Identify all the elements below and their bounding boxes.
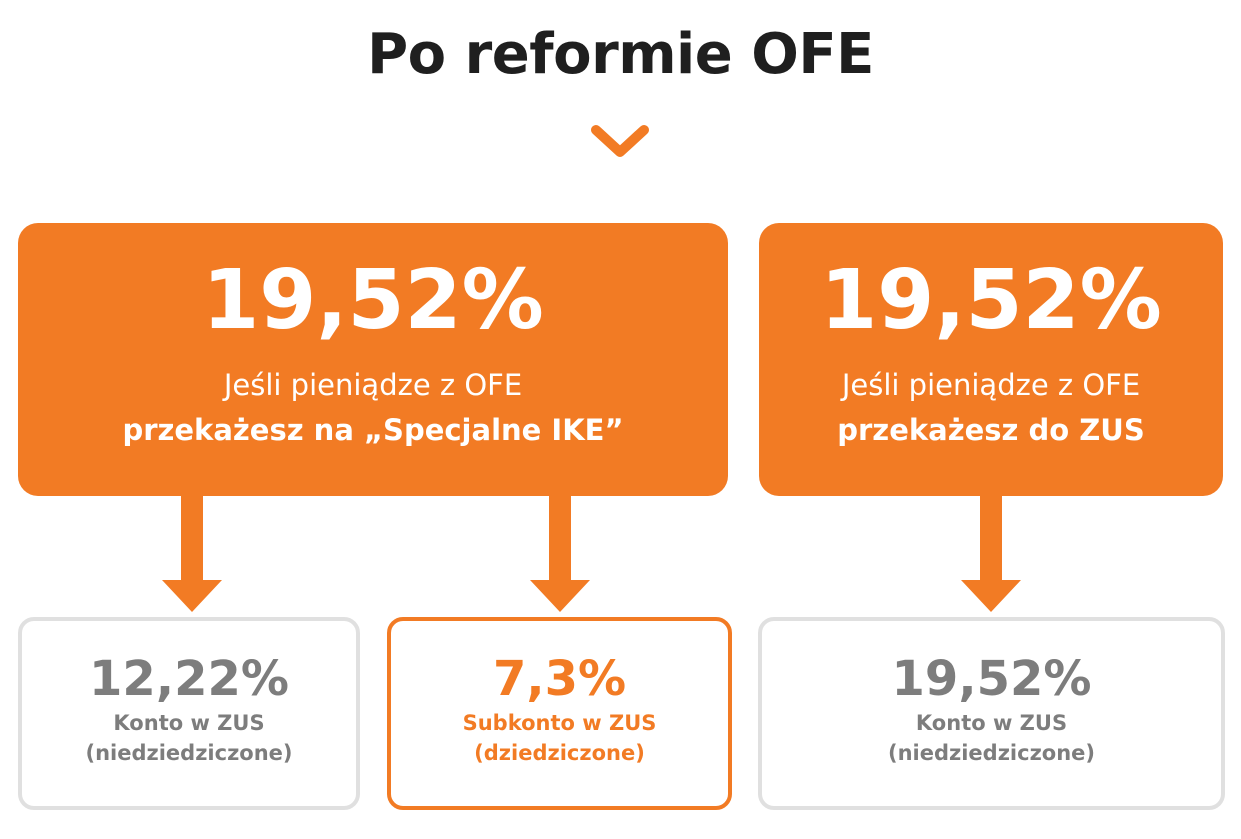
ike-percent: 19,52% (202, 253, 544, 348)
ike-description-line1: Jeśli pieniądze z OFE (223, 368, 523, 402)
subkonto-zus-note: (dziedziczone) (474, 741, 645, 765)
arrow-down-icon (530, 494, 590, 612)
subkonto-zus-label: Subkonto w ZUS (462, 711, 657, 735)
konto-zus-note: (niedziedziczone) (85, 741, 293, 765)
konto-zus-full-percent: 19,52% (891, 651, 1092, 707)
subkonto-zus-box: 7,3% Subkonto w ZUS (dziedziczone) (387, 617, 732, 810)
zus-description-line2: przekażesz do ZUS (837, 413, 1145, 447)
konto-zus-box-full: 19,52% Konto w ZUS (niedziedziczone) (758, 617, 1225, 810)
konto-zus-percent: 12,22% (89, 651, 289, 707)
arrow-down-icon (961, 494, 1021, 612)
konto-zus-box: 12,22% Konto w ZUS (niedziedziczone) (18, 617, 360, 810)
zus-description-line1: Jeśli pieniądze z OFE (841, 368, 1141, 402)
chevron-down-icon (591, 125, 649, 157)
konto-zus-full-label: Konto w ZUS (915, 711, 1068, 735)
konto-zus-full-note: (niedziedziczone) (887, 741, 1096, 765)
ike-description-line2: przekażesz na „Specjalne IKE” (122, 413, 624, 447)
zus-option-box: 19,52% Jeśli pieniądze z OFE przekażesz … (759, 223, 1223, 496)
arrow-down-icon (162, 494, 222, 612)
page-title: Po reformie OFE (367, 22, 874, 87)
ike-option-box: 19,52% Jeśli pieniądze z OFE przekażesz … (18, 223, 728, 496)
subkonto-zus-percent: 7,3% (492, 651, 627, 707)
zus-percent: 19,52% (820, 253, 1162, 348)
konto-zus-label: Konto w ZUS (113, 711, 265, 735)
